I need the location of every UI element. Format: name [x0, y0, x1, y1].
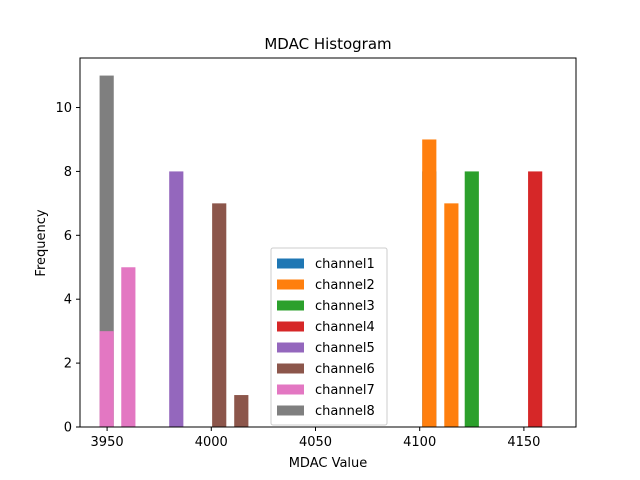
- x-tick-label: 4100: [403, 435, 436, 450]
- legend-swatch-channel5: [277, 342, 304, 353]
- bar-channel6-0: [212, 203, 227, 427]
- y-tick-label: 6: [64, 229, 72, 244]
- y-tick-label: 4: [64, 293, 72, 308]
- legend-label-channel8: channel8: [315, 404, 375, 419]
- chart-title: MDAC Histogram: [264, 35, 391, 53]
- legend-label-channel6: channel6: [315, 362, 375, 377]
- legend-label-channel3: channel3: [315, 299, 375, 314]
- bar-channel7-0: [99, 331, 114, 427]
- bar-channel2-1: [444, 203, 459, 427]
- ticks-layer: 3950 4000 4050 4100 4150 0 2 4 6 8 10: [55, 101, 540, 450]
- legend-swatch-channel1: [277, 258, 304, 269]
- x-tick-label: 4050: [299, 435, 332, 450]
- plot-frame: [79, 57, 577, 428]
- x-tick-label: 4000: [195, 435, 228, 450]
- y-tick-label: 10: [55, 101, 72, 116]
- bar-channel4-0: [528, 171, 543, 427]
- legend: channel1 channel2 channel3 channel4 channel5…: [270, 247, 388, 426]
- legend-label-channel5: channel5: [315, 341, 375, 356]
- legend-swatch-channel6: [277, 363, 304, 374]
- legend-swatch-channel2: [277, 279, 304, 290]
- bar-channel7-0: [121, 267, 136, 427]
- bar-channel6-1: [234, 395, 249, 427]
- bar-channel5-0: [169, 171, 184, 427]
- legend-label-channel4: channel4: [315, 320, 375, 335]
- bar-channel2-0: [422, 139, 437, 427]
- legend-swatch-channel7: [277, 384, 304, 395]
- legend-box: [270, 247, 388, 426]
- x-tick-label: 4150: [507, 435, 540, 450]
- legend-label-channel2: channel2: [315, 278, 375, 293]
- legend-swatch-channel4: [277, 321, 304, 332]
- bar-channel3-0: [464, 171, 479, 427]
- y-tick-label: 8: [64, 165, 72, 180]
- legend-swatch-channel3: [277, 300, 304, 311]
- x-tick-label: 3950: [91, 435, 124, 450]
- y-axis-label: Frequency: [34, 209, 49, 276]
- bars-layer: [99, 75, 543, 427]
- legend-label-channel7: channel7: [315, 383, 375, 398]
- legend-label-channel1: channel1: [315, 257, 375, 272]
- y-tick-label: 2: [64, 357, 72, 372]
- x-axis-label: MDAC Value: [289, 456, 368, 471]
- y-tick-label: 0: [64, 421, 72, 436]
- legend-swatch-channel8: [277, 405, 304, 416]
